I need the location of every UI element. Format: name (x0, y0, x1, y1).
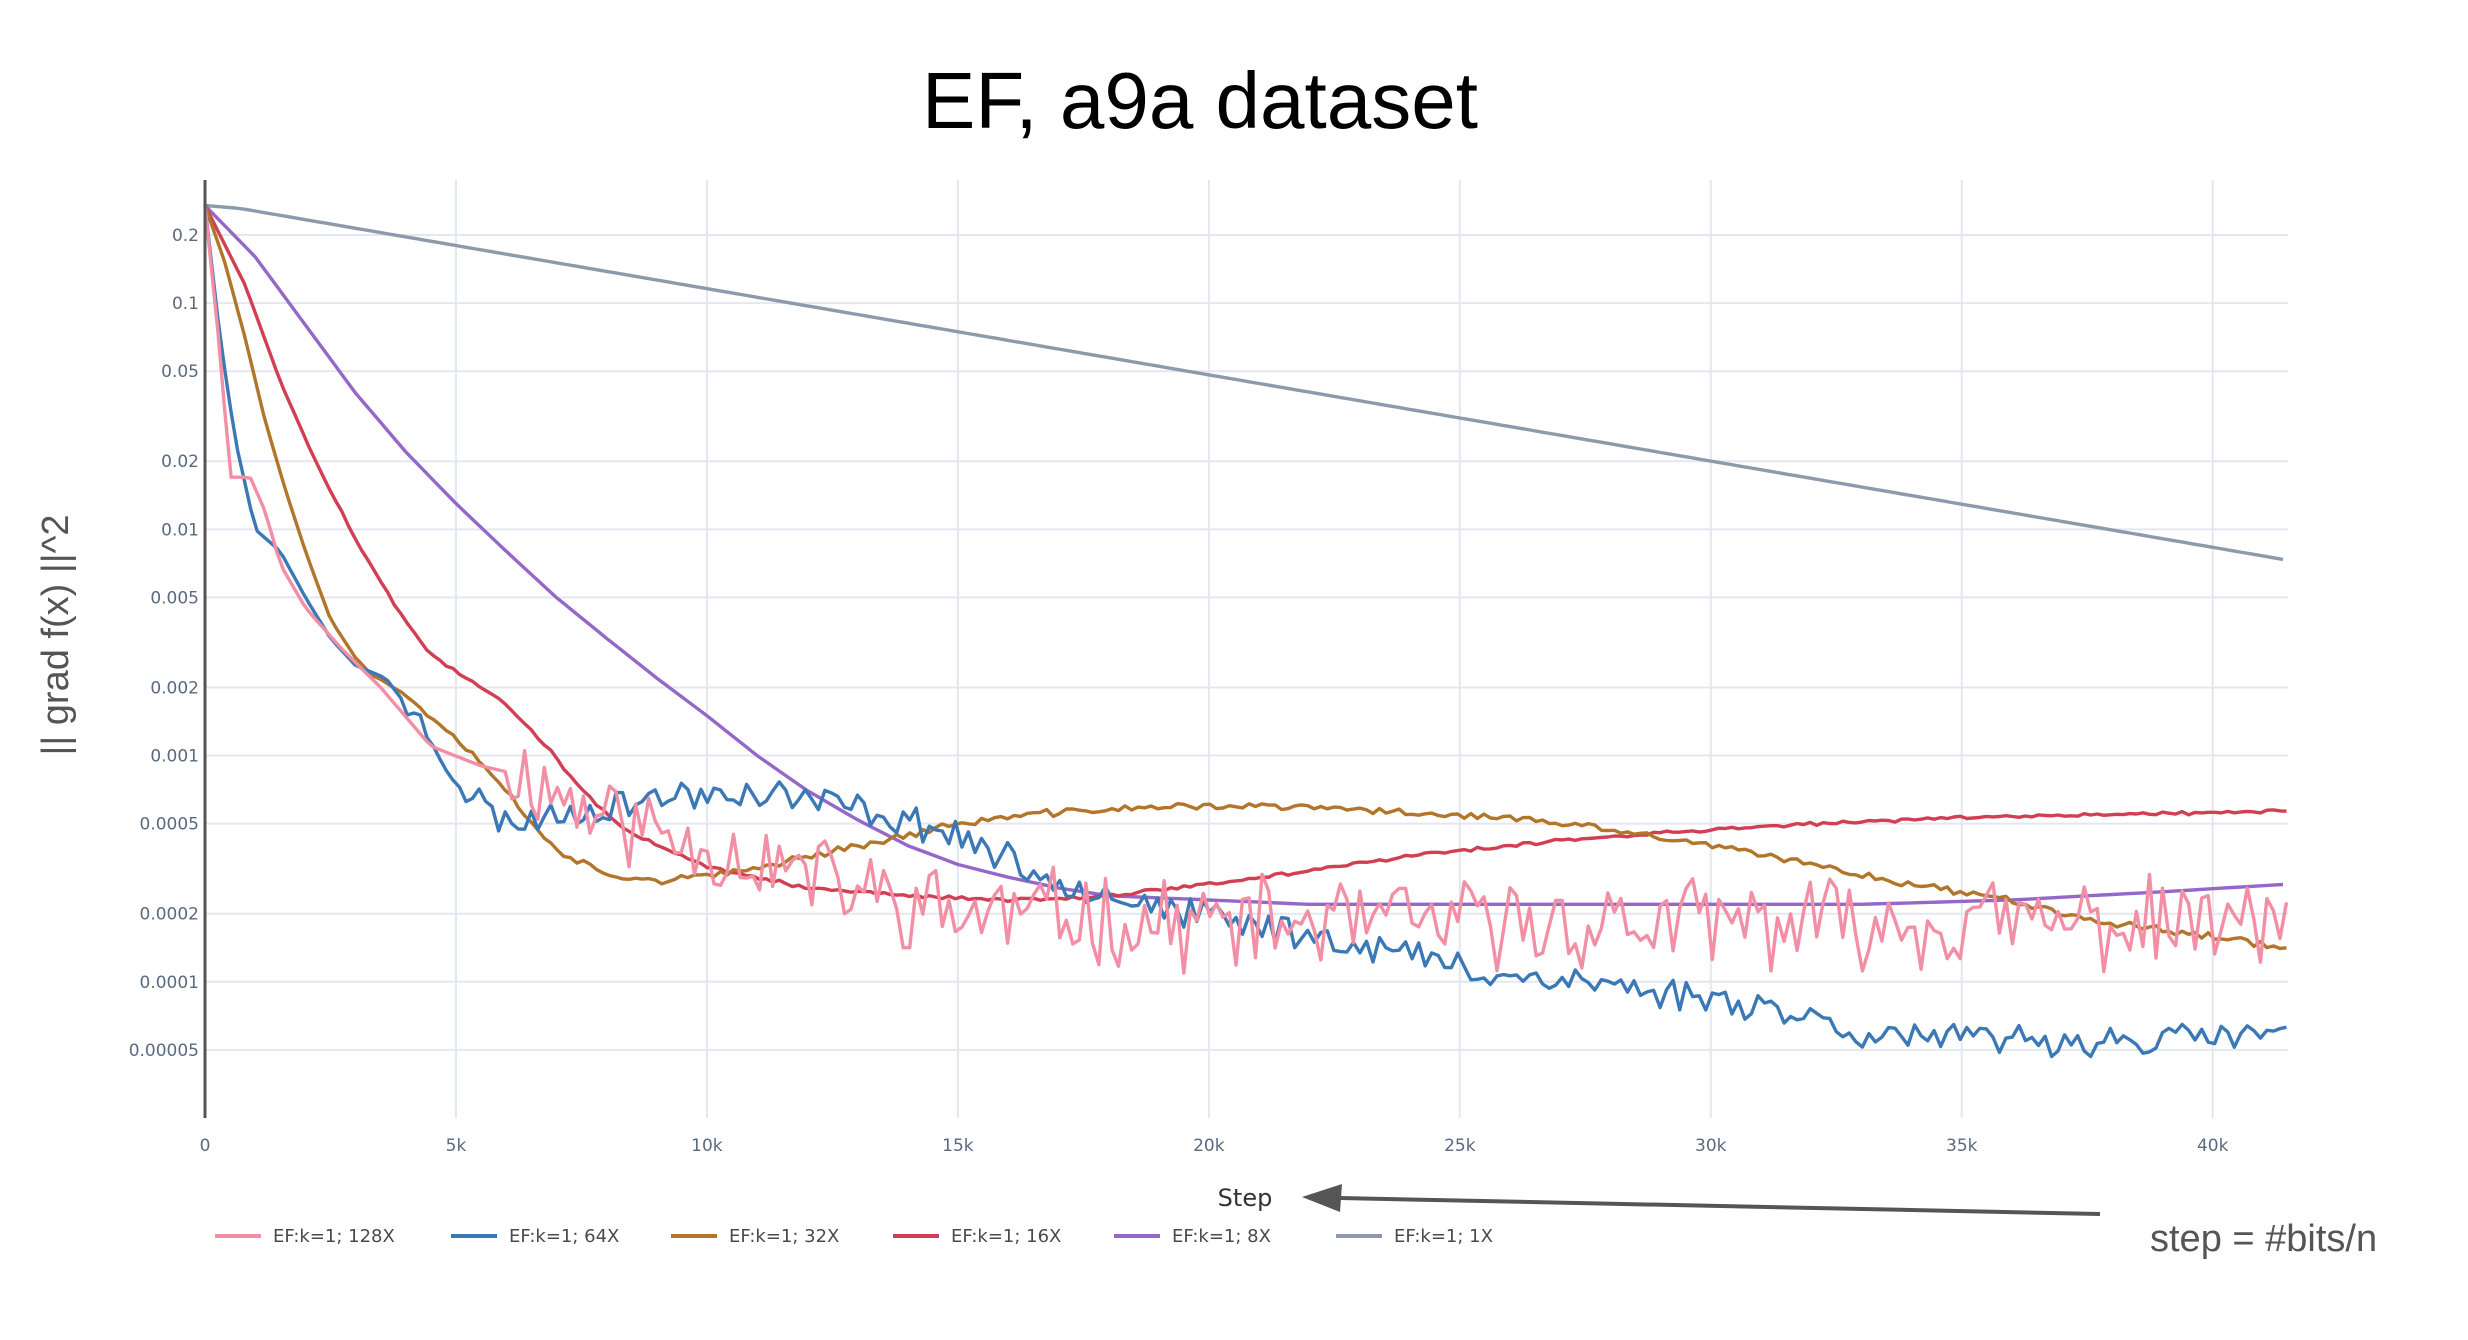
x-tick-label: 20k (1193, 1136, 1225, 1156)
arrow-head (1302, 1184, 1342, 1212)
y-tick-label: 0.01 (161, 520, 199, 540)
x-tick-label: 25k (1444, 1136, 1476, 1156)
series-line (203, 205, 2289, 975)
tick-labels: 0 5k 10k 15k 20k 25k 30k 35k 40k 0.2 0.1 0.05 0.02 0.… (129, 226, 2229, 1156)
grid (205, 180, 2288, 1118)
x-axis-label: Step (1218, 1184, 1273, 1212)
series-line (203, 204, 2284, 906)
plot-area (203, 203, 2289, 1059)
y-tick-label: 0.0002 (140, 905, 199, 925)
y-tick-label: 0.002 (150, 678, 199, 698)
y-tick-label: 0.0001 (140, 973, 199, 993)
y-tick-label: 0.02 (161, 452, 199, 472)
x-tick-label: 15k (942, 1136, 974, 1156)
x-tick-label: 30k (1695, 1136, 1727, 1156)
series-line (204, 203, 2284, 562)
x-tick-label: 5k (446, 1136, 467, 1156)
annotation-text: step = #bits/n (2150, 1218, 2377, 1260)
chart-title: EF, a9a dataset (922, 56, 1478, 145)
y-tick-label: 0.001 (150, 747, 199, 767)
y-tick-label: 0.05 (161, 362, 199, 382)
series-line (203, 204, 2287, 904)
legend-label: EF:k=1; 32X (729, 1226, 839, 1247)
x-tick-label: 35k (1946, 1136, 1978, 1156)
legend-label: EF:k=1; 8X (1172, 1226, 1271, 1247)
y-tick-label: 0.2 (172, 226, 199, 246)
x-tick-label: 10k (691, 1136, 723, 1156)
x-tick-label: 0 (200, 1136, 211, 1156)
y-tick-label: 0.005 (150, 588, 199, 608)
series-line (203, 204, 2287, 951)
legend: EF:k=1; 128X EF:k=1; 64X EF:k=1; 32X EF:k=1… (215, 1226, 1493, 1247)
series-line (203, 205, 2287, 1059)
arrow-shaft (1339, 1196, 2101, 1216)
legend-label: EF:k=1; 16X (951, 1226, 1061, 1247)
legend-label: EF:k=1; 64X (509, 1226, 619, 1247)
y-tick-label: 0.0005 (140, 815, 199, 835)
y-tick-label: 0.00005 (129, 1041, 199, 1061)
y-tick-label: 0.1 (172, 294, 199, 314)
legend-label: EF:k=1; 128X (273, 1226, 395, 1247)
x-tick-label: 40k (2197, 1136, 2229, 1156)
annotation-arrow (1302, 1184, 2101, 1216)
y-axis-label: || grad f(x) ||^2 (35, 514, 77, 755)
legend-label: EF:k=1; 1X (1394, 1226, 1493, 1247)
